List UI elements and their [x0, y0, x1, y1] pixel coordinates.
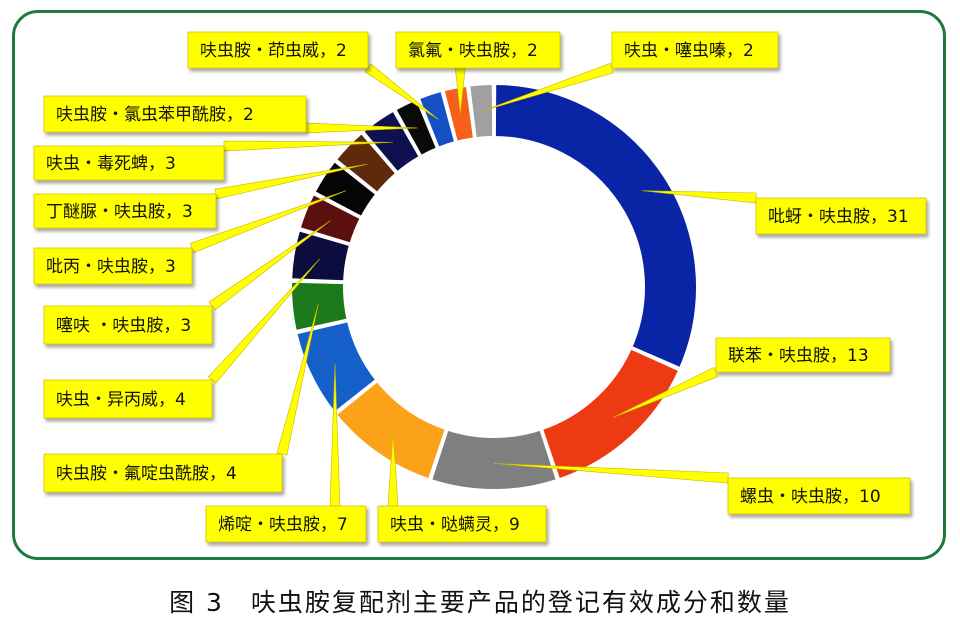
- donut-slice: [468, 82, 495, 140]
- data-label-box: [755, 197, 927, 235]
- data-label: 呋虫・异丙威，4: [56, 390, 186, 410]
- data-label-box: [43, 379, 213, 419]
- data-label: 呋虫・哒螨灵，9: [390, 515, 520, 535]
- donut-slice: [290, 280, 349, 333]
- data-label-box: [43, 453, 283, 493]
- data-label: 吡丙・呋虫胺，3: [46, 257, 176, 277]
- donut-slice: [429, 428, 559, 491]
- donut-slice: [493, 82, 698, 370]
- donut-slice: [334, 131, 398, 195]
- data-label-box: [395, 31, 561, 69]
- data-label-box: [33, 247, 193, 285]
- figure-caption: 图 3 呋虫胺复配剂主要产品的登记有效成分和数量: [169, 588, 791, 617]
- data-label: 呋虫胺・氟啶虫酰胺，4: [56, 464, 237, 484]
- data-label: 噻呋 ・呋虫胺，3: [56, 316, 191, 336]
- chart-frame: [12, 10, 946, 560]
- data-label-box: [43, 305, 213, 345]
- data-label-box: [33, 145, 225, 181]
- donut-slice: [295, 320, 378, 415]
- data-label: 氯氟・呋虫胺，2: [408, 41, 538, 61]
- data-label: 吡蚜・呋虫胺，31: [768, 207, 909, 227]
- donut-slice: [394, 97, 439, 158]
- data-label: 呋虫胺・氯虫苯甲酰胺，2: [56, 105, 254, 125]
- data-label: 呋虫・毒死蜱，3: [46, 154, 176, 174]
- donut-slice: [417, 89, 457, 149]
- donut-slice: [442, 84, 476, 143]
- data-label: 烯啶・呋虫胺，7: [218, 515, 348, 535]
- donut-slice: [540, 347, 681, 481]
- data-label: 丁醚脲・呋虫胺，3: [46, 202, 193, 222]
- donut-slice: [290, 229, 352, 283]
- data-label: 呋虫・噻虫嗪，2: [624, 41, 754, 61]
- data-label-box: [187, 31, 369, 69]
- data-label-box: [205, 505, 367, 543]
- data-label-box: [43, 95, 307, 133]
- donut-slice: [313, 159, 378, 219]
- donut-slice: [334, 379, 448, 481]
- data-label: 呋虫胺・茚虫威，2: [200, 41, 347, 61]
- data-label: 联苯・呋虫胺，13: [728, 346, 869, 366]
- data-label: 螺虫・呋虫胺，10: [740, 487, 881, 507]
- data-label-box: [727, 477, 911, 515]
- data-label-box: [377, 505, 547, 543]
- data-label-box: [611, 31, 779, 69]
- data-label-box: [715, 337, 891, 373]
- data-label-box: [33, 193, 217, 229]
